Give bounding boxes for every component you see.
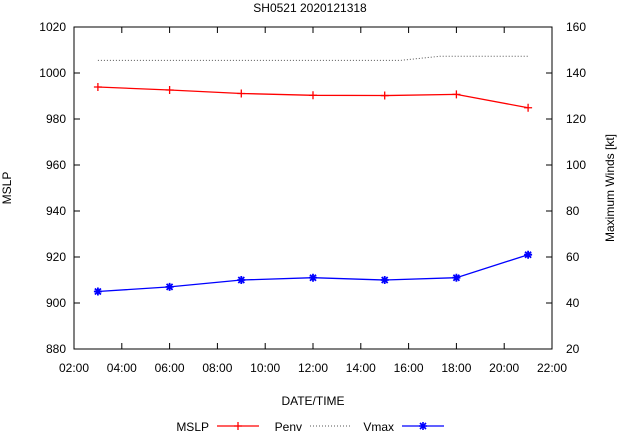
plot-frame (73, 26, 553, 350)
data-point-vmax (165, 282, 174, 291)
legend-marker-vmax (419, 422, 427, 430)
y2-tick-label: 40 (566, 296, 580, 310)
axis-ticks (73, 26, 553, 350)
y-tick-label: 980 (46, 112, 66, 126)
y-tick-label: 900 (46, 296, 66, 310)
x-tick-label: 06:00 (155, 361, 185, 375)
legend-label-penv: Penv (275, 420, 302, 432)
legend-label-vmax: Vmax (363, 420, 394, 432)
data-point-vmax (93, 287, 102, 296)
x-tick-label: 04:00 (107, 361, 137, 375)
data-point-vmax (524, 250, 533, 259)
y2-tick-label: 140 (566, 66, 586, 80)
y2-tick-label: 80 (566, 204, 580, 218)
tick-labels: 02:00 04:00 06:00 08:00 10:00 12:00 14:00 16:00… (39, 20, 586, 375)
data-point-mslp (93, 83, 102, 92)
x-tick-label: 14:00 (346, 361, 376, 375)
y-axis-label: MSLP (0, 172, 14, 205)
y-tick-label: 1000 (39, 66, 66, 80)
data-point-mslp (165, 86, 174, 95)
data-point-mslp (452, 90, 461, 99)
legend-label-mslp: MSLP (176, 420, 209, 432)
y-tick-label: 880 (46, 342, 66, 356)
y2-tick-label: 120 (566, 112, 586, 126)
series-layer (93, 55, 533, 296)
legend: MSLP Penv Vmax (176, 420, 444, 432)
data-point-mslp (309, 91, 317, 100)
y-tick-label: 960 (46, 158, 66, 172)
chart-title: SH0521 2020121318 (253, 1, 367, 15)
x-tick-label: 18:00 (441, 361, 471, 375)
y2-tick-label: 60 (566, 250, 580, 264)
series-line-penv (97, 55, 529, 61)
data-point-vmax (452, 273, 461, 282)
data-point-mslp (524, 103, 533, 112)
x-tick-label: 08:00 (202, 361, 232, 375)
y2-tick-label: 160 (566, 20, 586, 34)
data-point-vmax (309, 273, 317, 282)
x-tick-label: 10:00 (250, 361, 280, 375)
y2-tick-label: 20 (566, 342, 580, 356)
x-tick-label: 22:00 (537, 361, 567, 375)
y-tick-label: 1020 (39, 20, 66, 34)
data-point-mslp (237, 89, 246, 98)
y2-tick-label: 100 (566, 158, 586, 172)
y2-axis-label: Maximum Winds [kt] (603, 134, 617, 242)
data-point-vmax (237, 276, 246, 284)
y-tick-label: 940 (46, 204, 66, 218)
series-line-vmax (97, 254, 529, 293)
data-point-vmax (380, 276, 389, 284)
x-tick-label: 12:00 (298, 361, 328, 375)
x-tick-label: 20:00 (489, 361, 519, 375)
x-tick-label: 16:00 (394, 361, 424, 375)
legend-marker-mslp (234, 422, 242, 430)
x-tick-label: 02:00 (59, 361, 89, 375)
y-tick-label: 920 (46, 250, 66, 264)
data-point-mslp (380, 91, 389, 100)
x-axis-label: DATE/TIME (281, 394, 344, 408)
